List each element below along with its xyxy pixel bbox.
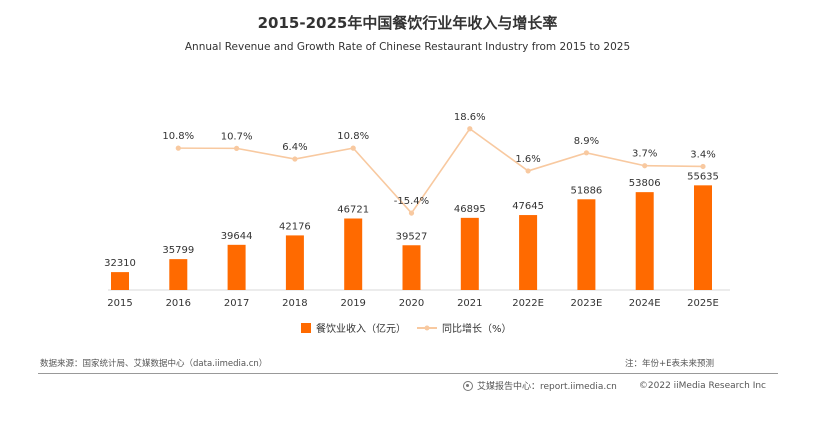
copyright-text: ©2022 iiMedia Research Inc <box>638 380 766 391</box>
bar-2022E <box>519 215 538 290</box>
footer: 艾媒报告中心：report.iimedia.cn ©2022 iiMedia R… <box>0 379 766 392</box>
growth-label-2018: 6.4% <box>282 142 307 153</box>
growth-point-2023E <box>583 150 590 156</box>
growth-point-2019 <box>350 145 356 151</box>
x-tick-2021: 2021 <box>457 298 482 309</box>
bar-value-label-2024E: 53806 <box>629 178 661 189</box>
legend-marker-growth <box>424 325 430 331</box>
bar-2020 <box>402 245 421 290</box>
legend-label-revenue: 餐饮业收入（亿元） <box>316 322 406 335</box>
x-tick-2016: 2016 <box>166 298 191 309</box>
bar-value-label-2021: 46895 <box>454 204 486 215</box>
x-tick-2025E: 2025E <box>687 298 719 309</box>
chart-subtitle: Annual Revenue and Growth Rate of Chines… <box>184 41 631 53</box>
x-tick-2020: 2020 <box>399 298 424 309</box>
footer-divider <box>38 373 778 374</box>
bar-2025E <box>694 185 712 290</box>
x-tick-2024E: 2024E <box>629 298 661 309</box>
x-tick-2018: 2018 <box>282 298 307 309</box>
growth-point-2017 <box>234 145 240 151</box>
legend: 餐饮业收入（亿元） 同比增长（%） <box>301 322 512 335</box>
x-tick-2023E: 2023E <box>571 298 603 309</box>
chart-title: 2015-2025年中国餐饮行业年收入与增长率 <box>257 14 558 32</box>
bar-2018 <box>285 235 304 290</box>
growth-point-2018 <box>292 156 298 162</box>
bar-value-label-2020: 39527 <box>396 231 428 242</box>
growth-label-2017: 10.7% <box>221 131 253 142</box>
growth-label-2019: 10.8% <box>337 131 369 142</box>
bar-value-label-2018: 42176 <box>279 221 311 232</box>
x-tick-2022E: 2022E <box>512 298 544 309</box>
legend-swatch-revenue <box>301 323 311 333</box>
bar-series <box>111 185 712 290</box>
growth-point-2021 <box>467 126 473 132</box>
iimedia-logo-icon <box>462 380 473 391</box>
growth-label-2021: 18.6% <box>454 112 486 123</box>
bar-value-label-2023E: 51886 <box>570 185 602 196</box>
growth-label-2022E: 1.6% <box>515 154 540 165</box>
bar-value-label-2025E: 55635 <box>687 171 719 182</box>
bar-2023E <box>577 199 596 290</box>
report-center-text: 艾媒报告中心：report.iimedia.cn <box>476 382 617 392</box>
data-labels: 32310 35799 39644 42176 46721 39527 46895 47645… <box>104 112 719 269</box>
bar-2024E <box>635 192 654 290</box>
growth-point-2022E <box>525 168 531 174</box>
legend-label-growth: 同比增长（%） <box>442 322 512 335</box>
growth-point-2025E <box>700 163 706 170</box>
bar-value-label-2019: 46721 <box>337 204 369 215</box>
x-tick-2017: 2017 <box>224 298 249 309</box>
growth-point-2020 <box>408 210 415 216</box>
x-tick-labels: 2015 2016 2017 2018 2019 2020 2021 2022E 2023E 20… <box>107 298 719 309</box>
growth-point-2024E <box>642 163 648 169</box>
growth-line-series <box>175 126 706 216</box>
chart-canvas: 32310 35799 39644 42176 46721 39527 46895 47645… <box>104 112 730 335</box>
data-source: 数据来源：国家统计局、艾媒数据中心（data.iimedia.cn） <box>40 359 268 369</box>
bar-value-label-2017: 39644 <box>221 231 253 242</box>
growth-label-2016: 10.8% <box>162 131 194 142</box>
bar-value-label-2015: 32310 <box>104 258 136 269</box>
forecast-note: 注：年份+E表未来预测 <box>625 359 714 369</box>
growth-label-2024E: 3.7% <box>632 149 657 160</box>
bar-2017 <box>227 244 246 290</box>
bar-2021 <box>460 217 479 290</box>
growth-label-2020: -15.4% <box>394 196 429 207</box>
growth-label-2025E: 3.4% <box>690 149 715 160</box>
bar-2015 <box>111 272 129 290</box>
bar-2016 <box>169 259 188 290</box>
bar-2019 <box>344 218 363 290</box>
bar-value-label-2022E: 47645 <box>512 201 544 212</box>
growth-label-2023E: 8.9% <box>574 136 599 147</box>
x-tick-2015: 2015 <box>107 298 132 309</box>
bar-value-label-2016: 35799 <box>162 245 194 256</box>
x-tick-2019: 2019 <box>340 298 365 309</box>
growth-point-2016 <box>175 145 181 151</box>
growth-line <box>178 127 704 215</box>
